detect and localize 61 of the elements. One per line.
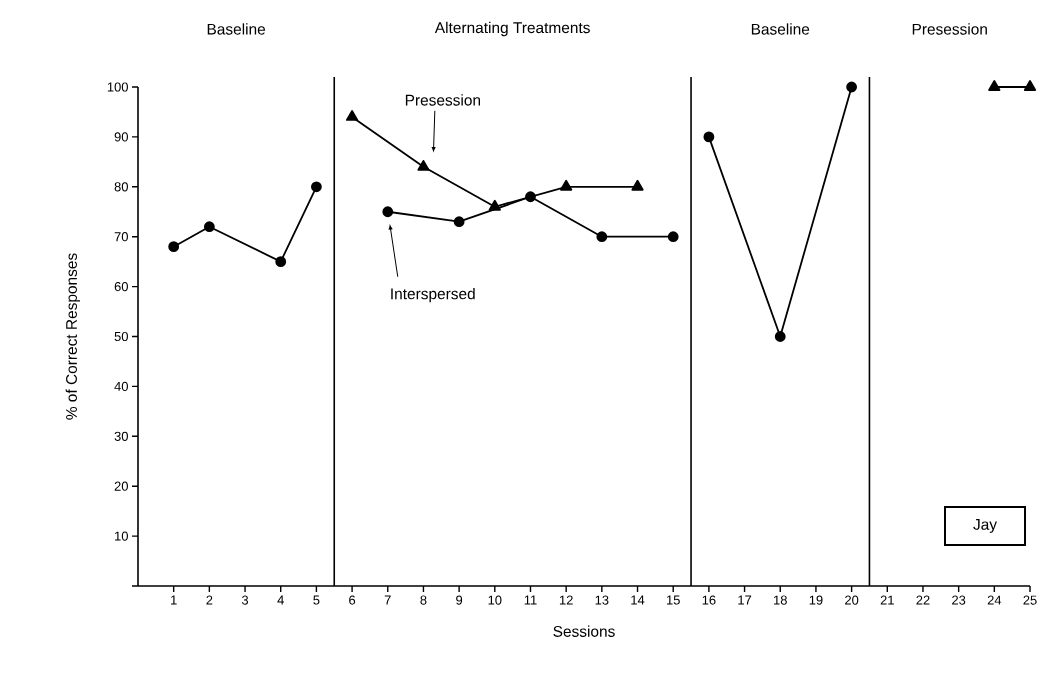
x-tick-label: 3	[241, 595, 249, 605]
y-tick-label: 70	[114, 232, 128, 242]
x-tick-label: 25	[1023, 595, 1037, 605]
x-tick-label: 14	[631, 595, 645, 605]
x-tick-label: 8	[420, 595, 427, 605]
y-tick-label: 60	[114, 282, 128, 292]
x-tick-label: 20	[845, 595, 859, 605]
x-tick-label: 19	[809, 595, 823, 605]
x-tick-label: 13	[595, 595, 609, 605]
point	[453, 216, 465, 228]
x-tick-label: 15	[666, 595, 680, 605]
text: Presession	[912, 23, 987, 35]
y-tick-label: 90	[114, 132, 128, 142]
x-tick-label: 22	[916, 595, 930, 605]
point	[703, 131, 715, 143]
point	[417, 159, 430, 171]
point	[203, 221, 215, 233]
x-tick-label: 10	[488, 595, 502, 605]
point	[488, 199, 501, 211]
point	[345, 110, 359, 121]
point	[275, 256, 287, 268]
x-tick-label: 7	[384, 595, 391, 605]
x-tick-label: 17	[738, 595, 752, 605]
y-tick-label: 20	[114, 481, 128, 491]
x-tick-label: 18	[774, 595, 787, 605]
annotation: Jay	[973, 519, 997, 533]
y-tick-label: 30	[114, 431, 128, 441]
x-tick-label: 21	[880, 595, 894, 605]
point	[846, 81, 858, 93]
y-tick-label: 50	[114, 331, 128, 342]
x-tick-label: 24	[987, 595, 1002, 605]
point	[168, 241, 180, 253]
x-tick-label: 9	[456, 595, 463, 605]
y-tick-label: 10	[115, 531, 128, 541]
text: Baseline	[751, 23, 810, 35]
x-tick-label: 12	[559, 595, 573, 605]
x-tick-label: 23	[952, 595, 966, 605]
x-tick-label: 6	[349, 595, 356, 605]
y-tick-label: 80	[114, 182, 128, 192]
point	[631, 179, 644, 191]
x-tick-label: 11	[524, 595, 537, 605]
x-tick-label: 1	[171, 595, 177, 605]
text: Interspersed	[391, 287, 475, 303]
text: Alternating Treatments	[434, 21, 590, 37]
x-axis-title: Sessions	[553, 625, 615, 637]
point	[382, 206, 394, 218]
x-tick-label: 4	[277, 595, 284, 605]
point	[667, 231, 679, 243]
x-tick-label: 16	[702, 595, 716, 605]
text: Baseline	[207, 23, 266, 35]
point	[774, 331, 786, 342]
text: Presession	[405, 94, 481, 106]
x-tick-label: 2	[206, 595, 213, 605]
y-tick-label: 40	[114, 381, 128, 391]
y-tick-label: 100	[107, 82, 128, 92]
point	[311, 181, 322, 193]
point	[560, 179, 573, 191]
x-tick-label: 5	[313, 595, 320, 605]
point	[596, 231, 608, 243]
y-axis-title: % of Correct Responses	[65, 253, 81, 420]
point	[525, 191, 536, 203]
